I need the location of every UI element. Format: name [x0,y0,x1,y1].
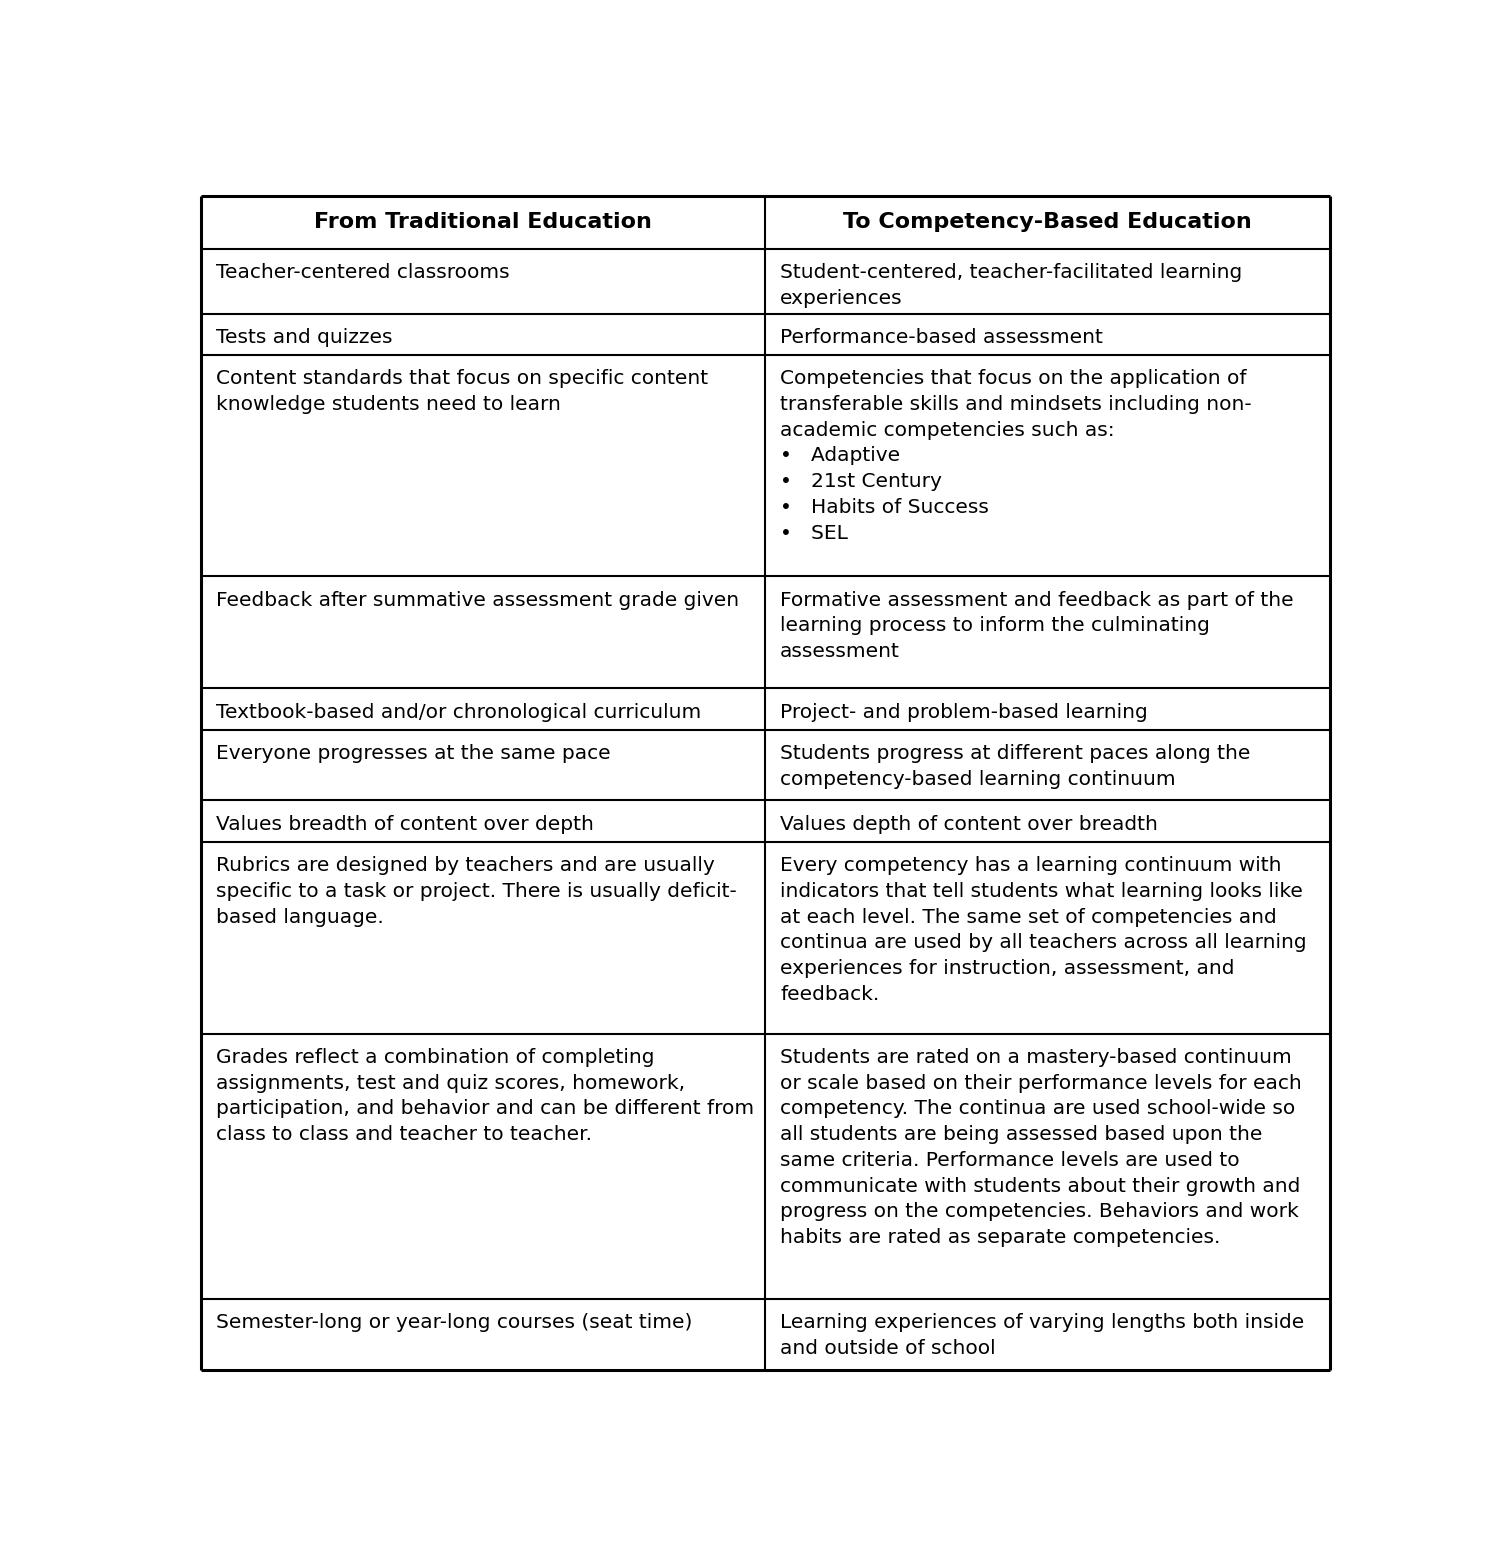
Text: Every competency has a learning continuum with
indicators that tell students wha: Every competency has a learning continuu… [781,856,1306,1004]
Text: From Traditional Education: From Traditional Education [314,212,652,232]
Text: To Competency-Based Education: To Competency-Based Education [844,212,1251,232]
Text: Textbook-based and/or chronological curriculum: Textbook-based and/or chronological curr… [215,702,700,722]
Text: Values breadth of content over depth: Values breadth of content over depth [215,815,593,834]
Text: Project- and problem-based learning: Project- and problem-based learning [781,702,1148,722]
Text: Students progress at different paces along the
competency-based learning continu: Students progress at different paces alo… [781,744,1251,789]
Text: Everyone progresses at the same pace: Everyone progresses at the same pace [215,744,611,763]
Text: Feedback after summative assessment grade given: Feedback after summative assessment grad… [215,591,739,609]
Text: Performance-based assessment: Performance-based assessment [781,329,1103,347]
Text: Competencies that focus on the application of
transferable skills and mindsets i: Competencies that focus on the applicati… [781,369,1251,542]
Text: Values depth of content over breadth: Values depth of content over breadth [781,815,1159,834]
Text: Rubrics are designed by teachers and are usually
specific to a task or project. : Rubrics are designed by teachers and are… [215,856,736,927]
Text: Student-centered, teacher-facilitated learning
experiences: Student-centered, teacher-facilitated le… [781,264,1242,308]
Text: Tests and quizzes: Tests and quizzes [215,329,393,347]
Text: Content standards that focus on specific content
knowledge students need to lear: Content standards that focus on specific… [215,369,708,414]
Text: Students are rated on a mastery-based continuum
or scale based on their performa: Students are rated on a mastery-based co… [781,1048,1302,1248]
Text: Teacher-centered classrooms: Teacher-centered classrooms [215,264,509,282]
Text: Grades reflect a combination of completing
assignments, test and quiz scores, ho: Grades reflect a combination of completi… [215,1048,754,1144]
Text: Formative assessment and feedback as part of the
learning process to inform the : Formative assessment and feedback as par… [781,591,1294,660]
Text: Semester-long or year-long courses (seat time): Semester-long or year-long courses (seat… [215,1313,691,1333]
Text: Learning experiences of varying lengths both inside
and outside of school: Learning experiences of varying lengths … [781,1313,1305,1358]
